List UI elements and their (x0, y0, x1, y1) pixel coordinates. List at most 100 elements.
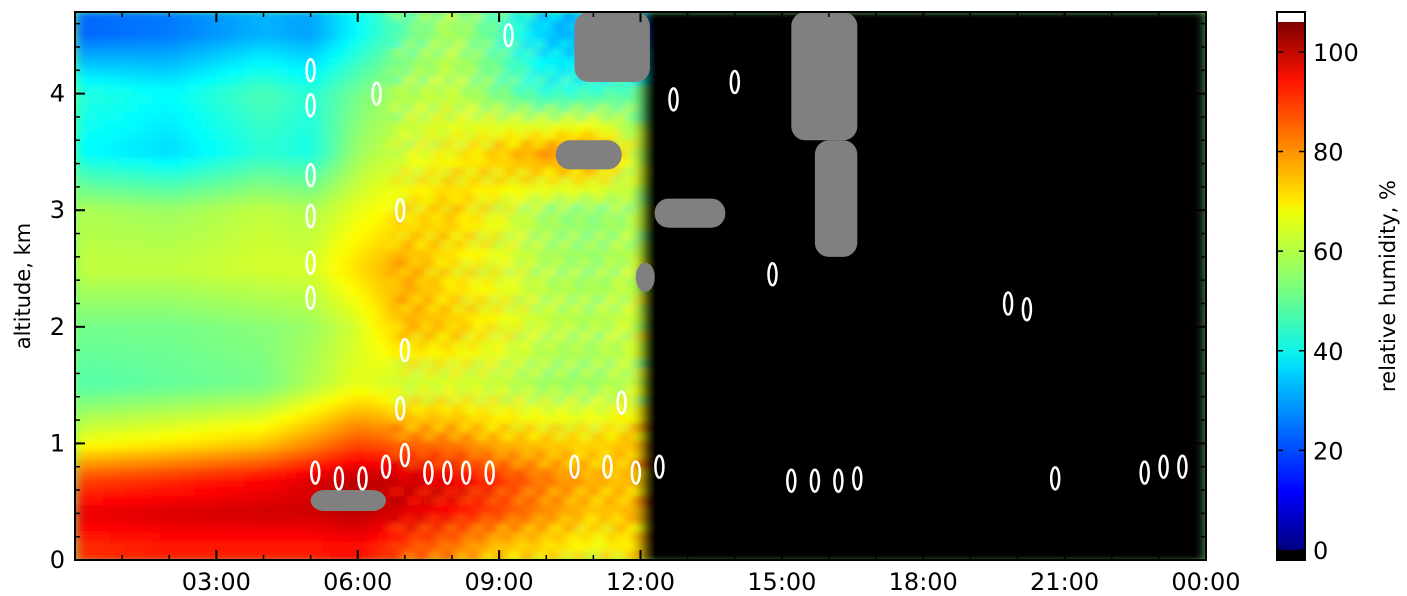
heatmap-cell (534, 130, 543, 141)
heatmap-cell (110, 441, 119, 452)
heatmap-cell (619, 267, 628, 278)
heatmap-cell (499, 48, 508, 59)
heatmap-cell (633, 432, 642, 443)
heatmap-cell (400, 12, 409, 23)
heatmap-cell (555, 39, 564, 50)
heatmap-cell (75, 550, 84, 560)
heatmap-cell (159, 349, 168, 361)
heatmap-cell (188, 30, 197, 41)
heatmap-cell (117, 423, 126, 434)
heatmap-cell (442, 258, 451, 269)
heatmap-cell (89, 103, 98, 114)
heatmap-cell (647, 322, 656, 333)
heatmap-cell (258, 276, 267, 287)
heatmap-cell (202, 94, 211, 105)
heatmap-cell (287, 295, 296, 306)
heatmap-cell (654, 541, 663, 552)
heatmap-cell (506, 103, 515, 114)
heatmap-cell (612, 340, 621, 351)
heatmap-cell (223, 194, 232, 205)
heatmap-cell (251, 459, 260, 470)
heatmap-cell (322, 313, 331, 324)
heatmap-cell (117, 295, 126, 306)
heatmap-cell (336, 313, 345, 324)
heatmap-cell (612, 167, 621, 178)
heatmap-cell (541, 94, 550, 105)
heatmap-cell (407, 295, 416, 306)
heatmap-cell (393, 66, 402, 77)
heatmap-cell (357, 240, 366, 251)
heatmap-cell (110, 404, 119, 415)
heatmap-cell (145, 423, 154, 434)
heatmap-cell (202, 21, 211, 32)
heatmap-cell (89, 368, 98, 379)
heatmap-cell (477, 139, 486, 150)
heatmap-cell (393, 75, 402, 87)
heatmap-cell (449, 550, 458, 560)
heatmap-cell (371, 258, 380, 269)
heatmap-cell (513, 276, 522, 287)
heatmap-cell (633, 368, 642, 379)
heatmap-cell (138, 176, 147, 187)
heatmap-cell (237, 459, 246, 470)
heatmap-cell (591, 432, 600, 443)
heatmap-cell (103, 368, 112, 379)
heatmap-cell (237, 423, 246, 434)
heatmap-cell (103, 359, 112, 370)
heatmap-cell (301, 395, 310, 406)
heatmap-cell (272, 322, 281, 333)
heatmap-cell (244, 441, 253, 452)
heatmap-cell (456, 505, 465, 516)
heatmap-cell (393, 94, 402, 105)
heatmap-cell (188, 222, 197, 233)
heatmap-cell (414, 103, 423, 114)
heatmap-cell (216, 149, 225, 160)
heatmap-cell (520, 203, 529, 214)
heatmap-cell (442, 432, 451, 443)
heatmap-cell (202, 477, 211, 488)
heatmap-cell (428, 413, 437, 424)
heatmap-cell (477, 313, 486, 324)
heatmap-cell (654, 149, 663, 160)
heatmap-cell (386, 477, 395, 488)
heatmap-cell (506, 359, 515, 370)
heatmap-cell (513, 359, 522, 370)
heatmap-cell (209, 523, 218, 534)
heatmap-cell (279, 258, 289, 269)
heatmap-cell (131, 276, 140, 287)
heatmap-cell (463, 541, 472, 552)
heatmap-cell (237, 386, 246, 397)
heatmap-cell (308, 167, 317, 178)
heatmap-cell (301, 57, 310, 68)
heatmap-cell (152, 395, 161, 406)
heatmap-cell (329, 359, 338, 370)
heatmap-cell (272, 267, 281, 278)
heatmap-cell (251, 85, 260, 96)
heatmap-cell (329, 340, 338, 351)
heatmap-cell (336, 75, 345, 87)
heatmap-cell (237, 39, 246, 50)
heatmap-cell (647, 550, 656, 560)
heatmap-cell (195, 313, 204, 324)
heatmap-cell (484, 550, 494, 560)
heatmap-cell (89, 167, 98, 178)
heatmap-cell (470, 541, 479, 552)
heatmap-cell (124, 441, 133, 452)
heatmap-cell (301, 94, 310, 105)
heatmap-cell (159, 48, 168, 59)
heatmap-cell (265, 413, 274, 424)
heatmap-cell (308, 176, 317, 187)
heatmap-cell (159, 39, 168, 50)
heatmap-cell (463, 276, 472, 287)
heatmap-cell (258, 349, 267, 361)
heatmap-cell (562, 39, 571, 50)
heatmap-cell (506, 158, 515, 169)
heatmap-cell (152, 505, 161, 516)
heatmap-cell (117, 267, 126, 278)
heatmap-cell (569, 295, 578, 306)
heatmap-cell (364, 523, 373, 534)
heatmap-cell (195, 386, 204, 397)
heatmap-cell (138, 258, 147, 269)
heatmap-cell (145, 322, 154, 333)
heatmap-cell (152, 532, 161, 543)
